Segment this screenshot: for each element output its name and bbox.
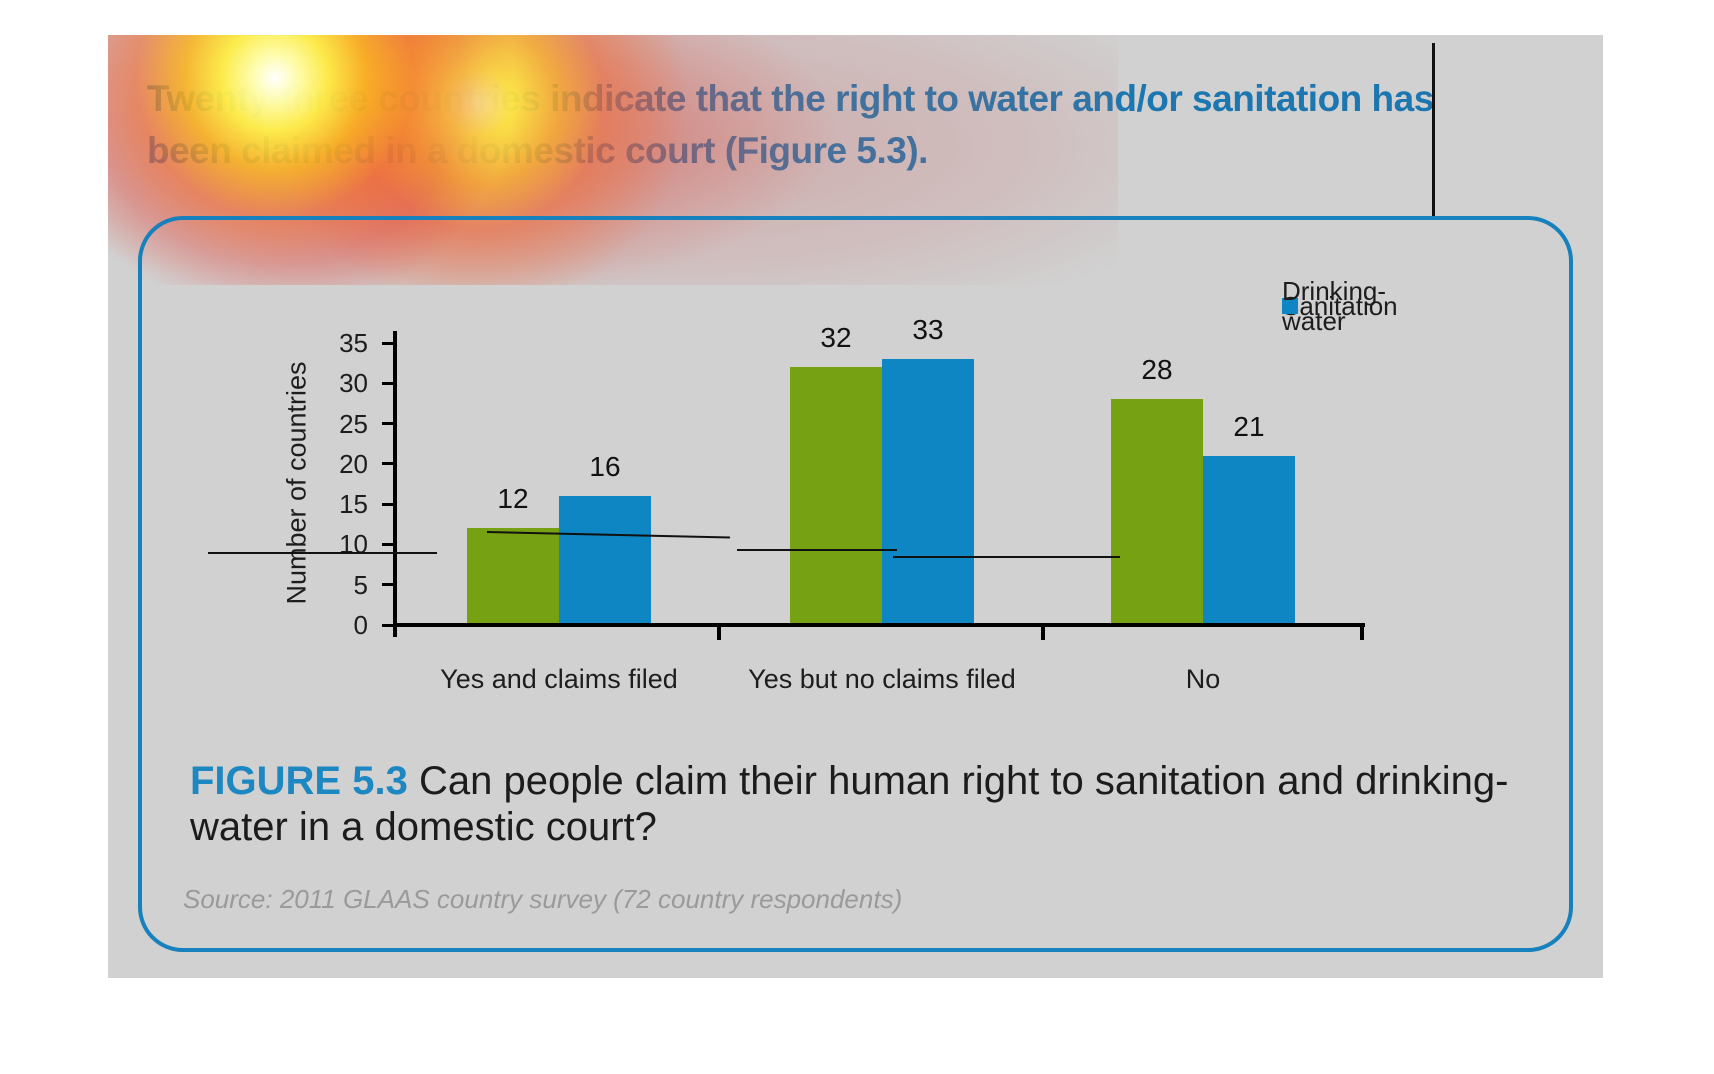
y-tick-label: 0 (353, 610, 368, 640)
y-tick-label: 5 (353, 569, 368, 600)
bar-sanitation-0 (467, 528, 559, 625)
bar-value-label: 33 (912, 314, 944, 346)
x-axis-line (393, 623, 1365, 627)
figure-caption-label: FIGURE 5.3 (190, 759, 408, 803)
x-category-label: Yes but no claims filed (748, 664, 1016, 694)
stray-annotation-line (893, 556, 1120, 558)
y-axis-tick (382, 623, 393, 627)
stray-annotation-line (737, 549, 897, 551)
bar-value-label: 28 (1141, 354, 1173, 386)
bar-sanitation-1 (790, 367, 882, 625)
vertical-cursor-line (1432, 43, 1435, 216)
y-axis-tick (382, 502, 393, 506)
y-tick-label: 20 (339, 448, 368, 479)
y-tick-label: 10 (339, 529, 368, 560)
x-category-label: Yes and claims filed (440, 664, 678, 694)
bar-value-label: 32 (820, 322, 852, 354)
y-tick-label: 15 (339, 489, 368, 520)
y-axis-tick (382, 542, 393, 546)
bar-value-label: 12 (497, 483, 529, 515)
y-axis-line (393, 331, 397, 637)
legend-label: Sanitation (1282, 291, 1398, 321)
figure-box-border (138, 216, 1573, 952)
y-axis-tick (382, 341, 393, 345)
source-note: Source: 2011 GLAAS country survey (72 co… (183, 884, 903, 914)
legend-swatch-drinking-water (1282, 298, 1298, 314)
bar-value-label: 16 (589, 451, 621, 483)
x-axis-tick (717, 627, 721, 640)
figure-caption: FIGURE 5.3 Can people claim their human … (190, 758, 1550, 850)
bar-sanitation-2 (1111, 399, 1203, 625)
y-tick-label: 25 (339, 408, 368, 439)
y-axis-tick (382, 381, 393, 385)
y-axis-tick (382, 462, 393, 466)
stray-annotation-line (208, 552, 437, 554)
legend-label: Drinking-water (1282, 276, 1387, 336)
y-axis-tick (382, 422, 393, 426)
slide-background: Twenty-three countries indicate that the… (108, 35, 1603, 978)
bar-value-label: 21 (1233, 410, 1265, 442)
x-axis-tick (1360, 627, 1364, 640)
bar-drinking-water-0 (559, 496, 651, 625)
bar-drinking-water-1 (882, 359, 974, 625)
x-category-label: No (1185, 664, 1221, 694)
y-axis-tick (382, 583, 393, 587)
y-tick-label: 30 (339, 368, 368, 399)
y-tick-label: 35 (339, 328, 368, 358)
bar-chart: Number of countries Sanitation Drinking-… (108, 35, 1603, 978)
x-axis-tick (1041, 627, 1045, 640)
figure-caption-text: Can people claim their human right to sa… (190, 759, 1509, 849)
bar-drinking-water-2 (1203, 455, 1295, 625)
